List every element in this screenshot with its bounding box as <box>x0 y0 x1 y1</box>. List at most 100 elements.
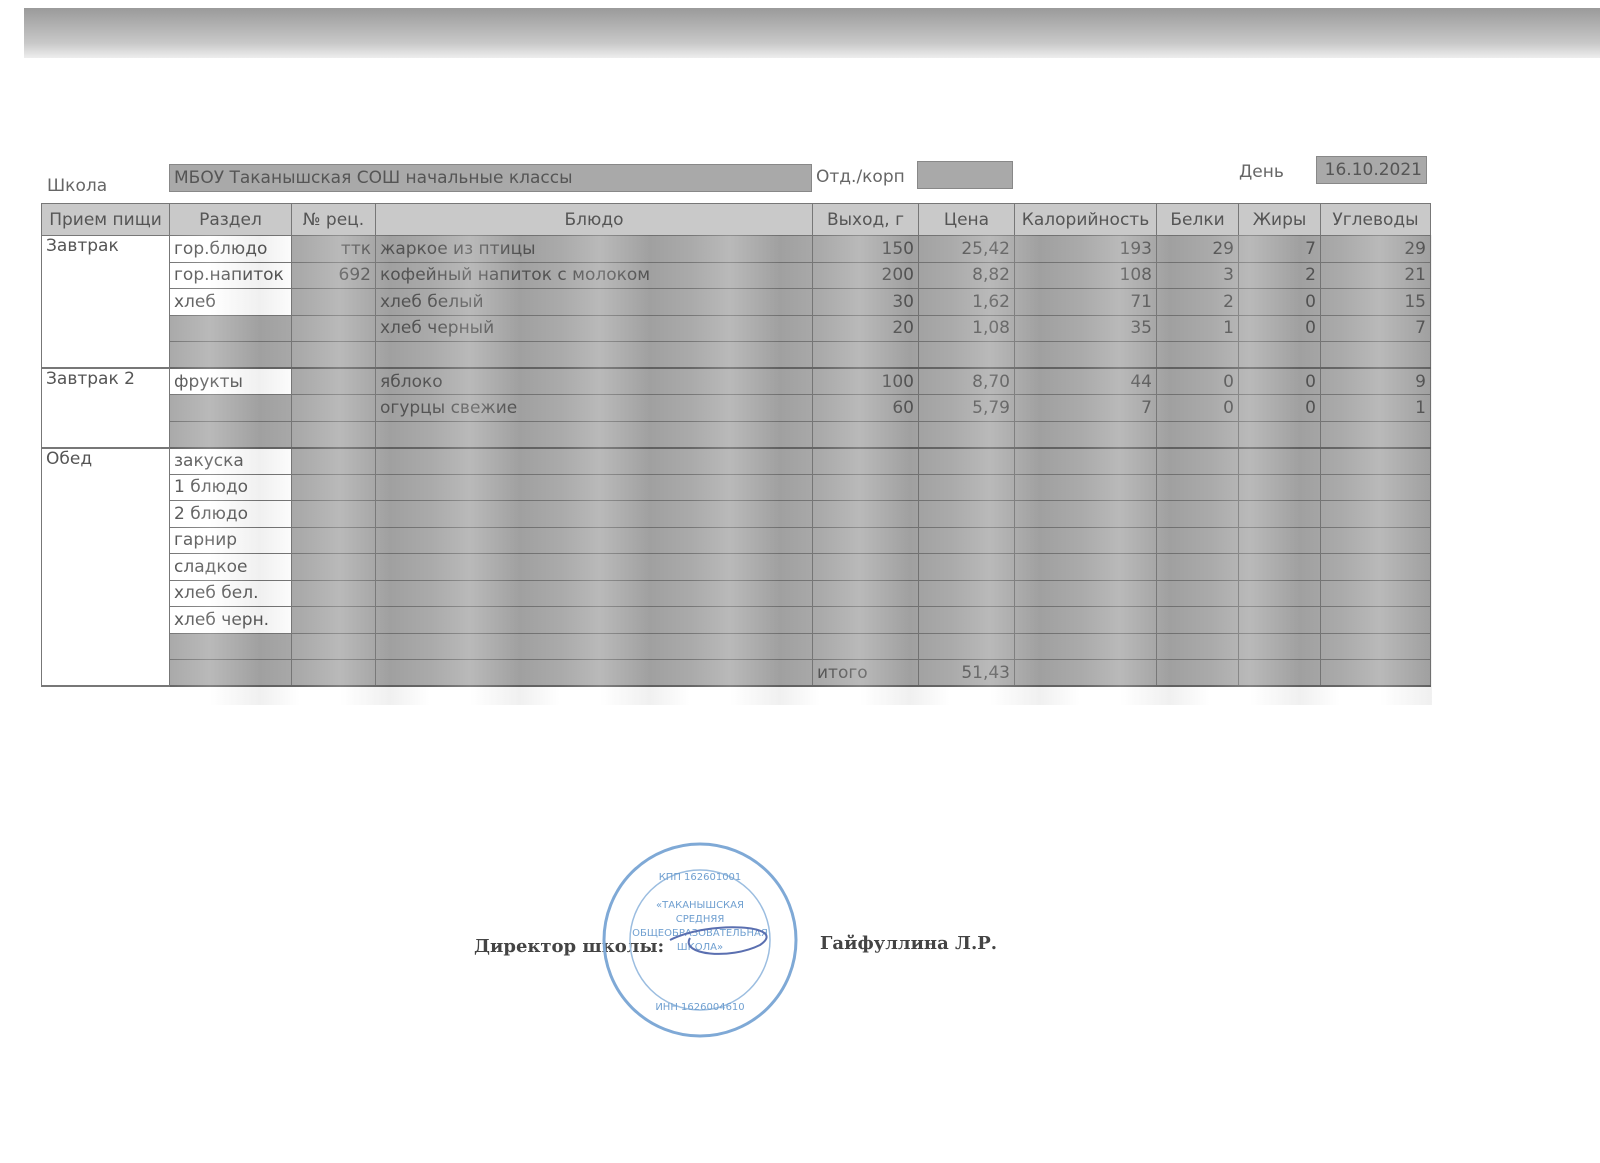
yield-cell <box>812 553 919 581</box>
handwritten-signature <box>669 926 768 955</box>
school-field: МБОУ Таканышская СОШ начальные классы <box>169 164 812 192</box>
kcal-cell: 7 <box>1014 394 1157 422</box>
section-cell <box>169 632 292 660</box>
dish-cell <box>375 500 813 528</box>
protein-cell <box>1156 473 1239 501</box>
dish-cell: жаркое из птицы <box>375 235 813 263</box>
table-row: хлеб хлеб белый 30 1,62 71 2 0 15 <box>42 288 1431 316</box>
column-header: Цена <box>918 203 1015 236</box>
kcal-cell <box>1014 659 1157 687</box>
stamp-line: «ТАКАНЫШСКАЯ <box>656 900 744 911</box>
price-cell: 51,43 <box>918 659 1015 687</box>
dish-cell: яблоко <box>375 367 813 395</box>
yield-cell <box>812 579 919 607</box>
section-cell: закуска <box>169 447 292 475</box>
kcal-cell <box>1014 473 1157 501</box>
recipe-cell <box>291 420 376 449</box>
protein-cell: 0 <box>1156 367 1239 395</box>
yield-cell <box>812 632 919 660</box>
column-header: № рец. <box>291 203 376 236</box>
recipe-cell <box>291 394 376 422</box>
fat-cell: 0 <box>1238 288 1321 316</box>
fat-cell <box>1238 659 1321 687</box>
fat-cell <box>1238 632 1321 660</box>
yield-cell <box>812 447 919 475</box>
kcal-cell <box>1014 579 1157 607</box>
price-cell <box>918 579 1015 607</box>
carbs-cell <box>1320 579 1431 607</box>
yield-cell: 60 <box>812 394 919 422</box>
carbs-cell: 7 <box>1320 314 1431 342</box>
section-cell: 1 блюдо <box>169 473 292 501</box>
recipe-cell: 692 <box>291 261 376 289</box>
stamp-line: ШКОЛА» <box>677 942 723 953</box>
yield-cell: 100 <box>812 367 919 395</box>
price-cell <box>918 420 1015 449</box>
price-cell <box>918 447 1015 475</box>
table-row: Обед закуска <box>41 447 1431 687</box>
price-cell: 8,70 <box>918 367 1015 395</box>
table-row <box>42 420 1431 449</box>
column-header: Белки <box>1156 203 1239 236</box>
kcal-cell: 35 <box>1014 314 1157 342</box>
column-header: Углеводы <box>1320 203 1431 236</box>
carbs-cell: 15 <box>1320 288 1431 316</box>
dish-cell <box>375 526 813 554</box>
dish-cell: огурцы свежие <box>375 394 813 422</box>
fat-cell <box>1238 606 1321 634</box>
fat-cell: 7 <box>1238 235 1321 263</box>
carbs-cell <box>1320 473 1431 501</box>
stamp-line: ОБЩЕОБРАЗОВАТЕЛЬНАЯ <box>632 928 768 939</box>
protein-cell <box>1156 526 1239 554</box>
kcal-cell <box>1014 500 1157 528</box>
yield-cell: 30 <box>812 288 919 316</box>
recipe-cell <box>291 367 376 395</box>
yield-cell <box>812 341 919 369</box>
protein-cell: 29 <box>1156 235 1239 263</box>
yield-cell <box>812 473 919 501</box>
table-row: итого 51,43 <box>42 659 1431 687</box>
section-cell: хлеб <box>169 288 292 316</box>
recipe-cell <box>291 341 376 369</box>
recipe-cell: ттк <box>291 235 376 263</box>
table-row: хлеб черн. <box>42 606 1431 634</box>
protein-cell: 3 <box>1156 261 1239 289</box>
dish-cell <box>375 659 813 687</box>
table-row: 1 блюдо <box>42 473 1431 501</box>
table-row: огурцы свежие 60 5,79 7 0 0 1 <box>42 394 1431 422</box>
recipe-cell <box>291 288 376 316</box>
fat-cell: 0 <box>1238 367 1321 395</box>
recipe-cell <box>291 526 376 554</box>
section-cell: фрукты <box>169 367 292 395</box>
signature-name: Гайфуллина Л.Р. <box>820 933 998 954</box>
section-cell <box>169 659 292 687</box>
recipe-cell <box>291 659 376 687</box>
fat-cell <box>1238 420 1321 449</box>
carbs-cell <box>1320 420 1431 449</box>
protein-cell: 2 <box>1156 288 1239 316</box>
table-row <box>42 341 1431 369</box>
section-cell: сладкое <box>169 553 292 581</box>
column-header: Жиры <box>1238 203 1321 236</box>
day-label: День <box>1239 162 1284 182</box>
recipe-cell <box>291 606 376 634</box>
yield-cell <box>812 420 919 449</box>
kcal-cell <box>1014 606 1157 634</box>
yield-cell <box>812 606 919 634</box>
column-header: Выход, г <box>812 203 919 236</box>
fat-cell <box>1238 526 1321 554</box>
dish-cell <box>375 579 813 607</box>
price-cell <box>918 632 1015 660</box>
carbs-cell <box>1320 632 1431 660</box>
dept-label: Отд./корп <box>816 167 905 187</box>
fat-cell <box>1238 473 1321 501</box>
column-header: Прием пищи <box>41 203 170 236</box>
recipe-cell <box>291 553 376 581</box>
meal-cell: Завтрак 2 <box>41 367 170 449</box>
fat-cell <box>1238 579 1321 607</box>
protein-cell: 0 <box>1156 394 1239 422</box>
column-header: Калорийность <box>1014 203 1157 236</box>
dish-cell: хлеб белый <box>375 288 813 316</box>
protein-cell <box>1156 606 1239 634</box>
dish-cell <box>375 473 813 501</box>
